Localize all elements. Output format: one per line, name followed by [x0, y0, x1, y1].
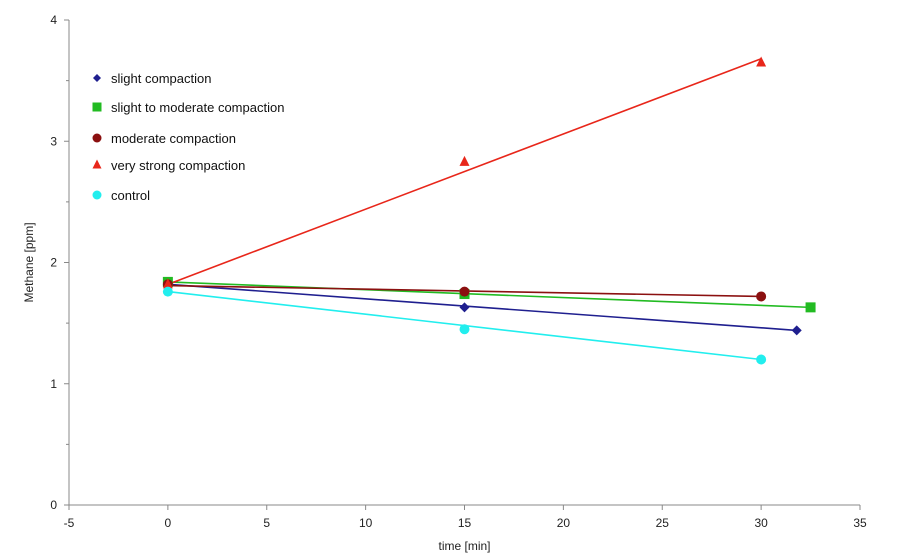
legend-label-moderate-compaction: moderate compaction: [111, 131, 236, 146]
data-point-control: [756, 354, 767, 365]
axes: [68, 20, 860, 506]
legend-marker-very-strong-compaction: [92, 159, 102, 169]
data-point-slight-compaction: [791, 325, 802, 336]
data-point-slight-to-moderate-compaction: [805, 302, 816, 313]
legend-marker-moderate-compaction: [92, 133, 102, 143]
data-point-moderate-compaction: [459, 286, 470, 297]
x-tick-label: 20: [557, 516, 571, 530]
x-tick-label: 35: [853, 516, 867, 530]
x-tick-label: 5: [263, 516, 270, 530]
data-points: [162, 56, 816, 365]
y-tick-label: 0: [50, 498, 57, 512]
legend-label-control: control: [111, 188, 150, 203]
y-tick-label: 4: [50, 13, 57, 27]
legend-marker-slight-to-moderate-compaction: [92, 102, 102, 112]
data-point-moderate-compaction: [756, 291, 767, 302]
legend: slight compaction slight to moderate comp…: [92, 71, 284, 203]
data-point-slight-compaction: [459, 302, 470, 313]
data-point-control: [162, 286, 173, 297]
trendline-slight-compaction: [167, 283, 797, 332]
y-tick-label: 1: [50, 377, 57, 391]
legend-label-slight-compaction: slight compaction: [111, 71, 211, 86]
x-tick-label: 30: [754, 516, 768, 530]
x-tick-label: 10: [359, 516, 373, 530]
data-point-very-strong-compaction: [162, 278, 173, 289]
x-tick-label: 25: [656, 516, 670, 530]
data-point-very-strong-compaction: [459, 155, 470, 166]
y-tick-label: 2: [50, 256, 57, 270]
x-tick-label: 0: [165, 516, 172, 530]
x-tick-label: 15: [458, 516, 472, 530]
legend-marker-slight-compaction: [93, 74, 101, 82]
legend-label-very-strong-compaction: very strong compaction: [111, 158, 245, 173]
y-tick-label: 3: [50, 134, 57, 148]
data-point-very-strong-compaction: [756, 56, 767, 67]
legend-label-slight-to-moderate-compaction: slight to moderate compaction: [111, 100, 284, 115]
y-axis-title: Methane [ppm]: [22, 222, 36, 302]
data-point-control: [459, 324, 470, 335]
ticks: 0 1 2 3 4 -5 0 5 10 15 20 25 30 35: [50, 13, 867, 530]
legend-marker-control: [92, 190, 102, 200]
trendline-slight-to-moderate-compaction: [167, 281, 811, 309]
x-tick-label: -5: [64, 516, 75, 530]
trendline-very-strong-compaction: [167, 58, 762, 286]
x-axis-title: time [min]: [438, 539, 490, 553]
